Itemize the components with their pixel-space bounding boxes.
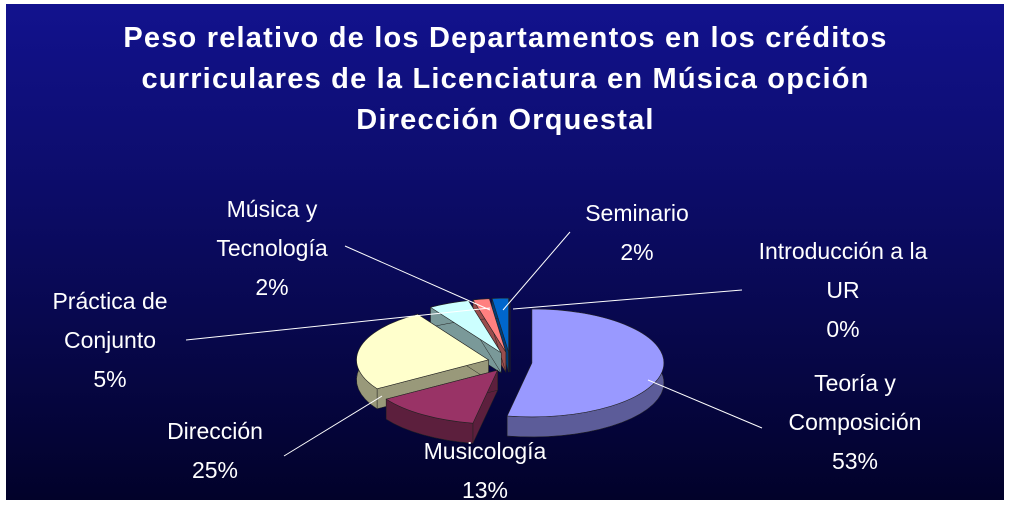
slice: [356, 313, 490, 390]
value-label: 13%: [461, 477, 509, 503]
data-label: Introducción a la UR 0%: [743, 232, 943, 349]
value-label: 25%: [191, 457, 239, 483]
data-label: Dirección 25%: [135, 412, 295, 490]
category-label: Teoría y Composición: [788, 370, 922, 435]
data-label: Teoría y Composición 53%: [770, 364, 940, 481]
category-label: Práctica de Conjunto: [52, 288, 168, 353]
category-label: Música y Tecnología: [216, 196, 328, 261]
pie: [356, 297, 665, 444]
background: [6, 4, 1004, 500]
slice: [491, 297, 509, 353]
leader-line: [344, 245, 491, 311]
leader-line: [512, 289, 743, 310]
value-label: 2%: [255, 274, 289, 300]
leader-lines: [185, 231, 763, 457]
value-label: 5%: [93, 366, 127, 392]
category-label: Introducción a la UR: [758, 238, 928, 303]
leader-line: [283, 395, 383, 457]
chart-title: Peso relativo de los Departamentos en lo…: [123, 22, 888, 136]
category-label: Dirección: [167, 418, 263, 444]
data-label: Práctica de Conjunto 5%: [30, 282, 190, 399]
leader-line: [185, 307, 491, 341]
slice: [506, 308, 665, 418]
category-label: Musicología: [423, 438, 547, 464]
value-label: 0%: [826, 316, 860, 342]
leader-line: [647, 379, 763, 429]
leader-line: [502, 231, 571, 311]
data-label: Musicología 13%: [395, 432, 575, 506]
category-label: Seminario: [585, 200, 689, 226]
data-label: Música y Tecnología 2%: [192, 190, 352, 307]
value-label: 53%: [831, 448, 879, 474]
value-label: 2%: [620, 239, 654, 265]
data-label: Seminario 2%: [557, 194, 717, 272]
slice: [472, 298, 507, 353]
slice: [385, 369, 499, 424]
